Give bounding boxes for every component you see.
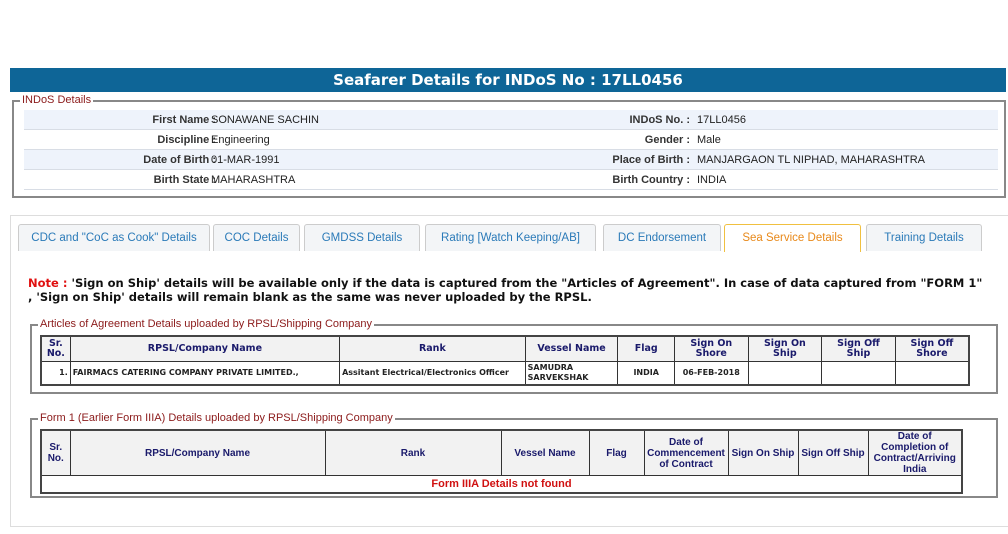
column-header: Date of Completion of Contract/Arriving … [867,429,963,476]
field-label: Gender : [644,134,690,146]
indos-row: Discipline : Engineering Gender : Male [24,130,998,150]
column-header: Sign Off Ship [797,429,869,476]
column-header: Rank [324,429,502,476]
column-header: Sr. No. [40,335,71,362]
indos-row: First Name : SONAWANE SACHIN INDoS No. :… [24,110,998,130]
field-value: MAHARASHTRA [211,174,296,186]
column-header: Sign On Ship [747,335,823,362]
table-cell: 1. [40,360,71,386]
note-prefix: Note : [28,276,68,290]
articles-fieldset: Articles of Agreement Details uploaded b… [30,317,998,394]
field-value: MANJARGAON TL NIPHAD, MAHARASHTRA [697,154,925,166]
table-cell: SAMUDRA SARVEKSHAK [524,360,619,386]
table-cell: 06-FEB-2018 [673,360,749,386]
sea-service-note: Note : 'Sign on Ship' details will be av… [28,276,983,304]
form1-fieldset: Form 1 (Earlier Form IIIA) Details uploa… [30,411,998,498]
table-cell: INDIA [617,360,675,386]
field-label: First Name : [152,114,216,126]
field-value: Engineering [211,134,270,146]
column-header: RPSL/Company Name [69,335,341,362]
tab-rating-watch-keeping-ab[interactable]: Rating [Watch Keeping/AB] [425,224,596,251]
column-header: Sr. No. [40,429,71,476]
table-row: 1. FAIRMACS CATERING COMPANY PRIVATE LIMI… [40,360,970,386]
column-header: Flag [588,429,645,476]
column-header: Vessel Name [500,429,590,476]
field-value: INDIA [697,174,727,186]
column-header: Date of Commencement of Contract [643,429,729,476]
column-header: Rank [339,335,526,362]
articles-table: Sr. No. RPSL/Company Name Rank Vessel Name F… [40,335,970,386]
field-label: Birth Country : [612,174,690,186]
field-value: Male [697,134,721,146]
form1-table: Sr. No. RPSL/Company Name Rank Vessel Name F… [40,429,963,494]
tab-coc-details[interactable]: COC Details [213,224,300,251]
indos-row: Date of Birth : 01-MAR-1991 Place of Bir… [24,150,998,170]
form1-legend: Form 1 (Earlier Form IIIA) Details uploa… [38,411,395,425]
indos-details-fieldset: INDoS Details [12,93,1006,198]
table-cell: FAIRMACS CATERING COMPANY PRIVATE LIMITE… [69,360,341,386]
tab-cdc-and-coc-as-cook-details[interactable]: CDC and "CoC as Cook" Details [18,224,210,251]
table-cell [747,360,823,386]
page-title: Seafarer Details for INDoS No : 17LL0456 [10,68,1006,92]
tab-training-details[interactable]: Training Details [866,224,982,251]
articles-legend: Articles of Agreement Details uploaded b… [38,317,375,331]
field-value: 17LL0456 [697,114,746,126]
indos-legend: INDoS Details [20,93,94,107]
field-value: SONAWANE SACHIN [211,114,319,126]
column-header: Sign On Ship [727,429,799,476]
tab-sea-service-details[interactable]: Sea Service Details [724,224,861,252]
column-header: RPSL/Company Name [69,429,326,476]
table-cell: Assitant Electrical/Electronics Officer [339,360,526,386]
column-header: Sign On Shore [673,335,749,362]
column-header: Flag [617,335,675,362]
tab-gmdss-details[interactable]: GMDSS Details [304,224,420,251]
field-label: Discipline : [157,134,216,146]
field-value: 01-MAR-1991 [211,154,280,166]
field-label: Place of Birth : [612,154,690,166]
empty-message: Form IIIA Details not found [40,475,963,493]
field-label: Birth State : [153,174,216,186]
field-label: Date of Birth : [143,154,216,166]
indos-row: Birth State : MAHARASHTRA Birth Country … [24,170,998,190]
table-cell [821,360,896,386]
table-cell [894,360,970,386]
note-text: 'Sign on Ship' details will be available… [28,276,983,304]
tab-panel [10,215,1008,527]
column-header: Vessel Name [524,335,619,362]
column-header: Sign Off Ship [821,335,896,362]
tab-dc-endorsement[interactable]: DC Endorsement [603,224,721,251]
column-header: Sign Off Shore [894,335,970,362]
field-label: INDoS No. : [629,114,691,126]
